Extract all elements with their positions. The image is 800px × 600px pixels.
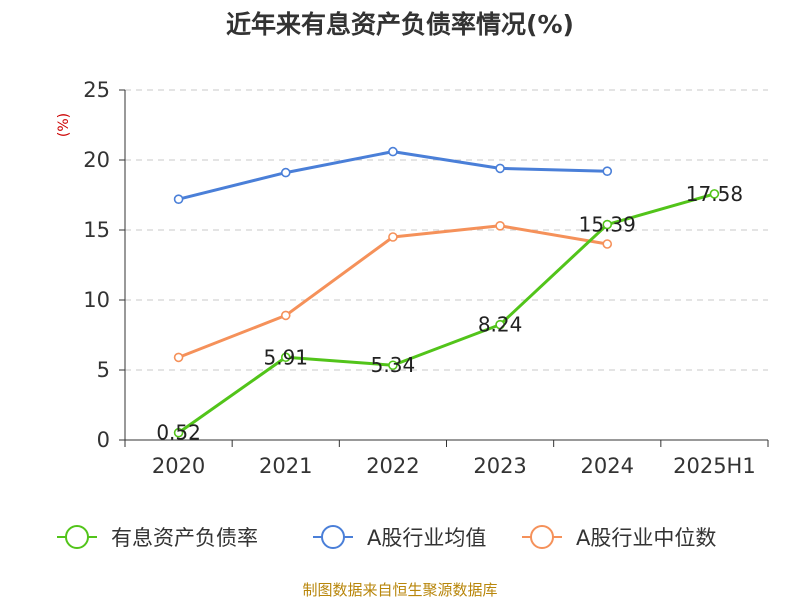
data-point [173,194,184,204]
data-point [495,319,505,330]
data-label: 5.91 [263,345,308,369]
data-point [388,360,398,371]
data-point [709,189,720,199]
data-point [602,239,613,249]
y-tick-label: 10 [83,288,110,312]
data-point [388,146,398,157]
y-tick-label: 20 [83,148,110,172]
data-point [388,232,398,242]
legend-item: 有息资产负债率 [57,525,258,550]
y-unit-label: (%) [56,113,72,137]
data-point [280,310,291,321]
x-tick-label: 2023 [473,454,526,478]
y-tick-label: 25 [83,78,110,102]
chart-title: 近年来有息资产负债率情况(%) [226,10,574,39]
series-layer [173,146,720,438]
legend-label: A股行业均值 [367,526,486,550]
legend-label: A股行业中位数 [576,526,716,550]
series-line [178,150,608,201]
data-point [495,163,505,174]
x-tick-label: 2021 [259,454,312,478]
x-tick-label: 2022 [366,454,419,478]
data-label: 8.24 [478,313,523,337]
legend-marker [530,525,554,549]
data-label: 5.34 [371,353,416,377]
data-point [495,221,505,231]
x-tick-label: 2020 [152,454,205,478]
data-point [602,166,613,176]
data-label-layer: 0.52 5.91 5.34 8.24 15.39 17.58 [156,182,743,445]
legend: 有息资产负债率 A股行业均值 A股行业中位数 [57,525,716,550]
legend-label: 有息资产负债率 [111,526,258,550]
y-tick-label: 0 [97,428,110,452]
axes: 0 5 10 15 20 25 2020 2021 2022 2023 2024 2025H1 [83,78,769,478]
data-label: 0.52 [156,421,201,445]
data-point [280,167,291,178]
legend-item: A股行业中位数 [522,525,716,550]
x-tick-label: 2024 [581,454,634,478]
y-tick-label: 5 [97,358,110,382]
x-tick-label: 2025H1 [673,454,756,478]
series-line [177,192,715,434]
y-tick-label: 15 [83,218,110,242]
source-note: 制图数据来自恒生聚源数据库 [302,581,497,599]
legend-marker [65,525,89,549]
data-point [173,352,184,363]
data-point [602,219,613,230]
data-label: 17.58 [686,182,743,206]
series-line [178,224,608,359]
data-label: 15.39 [579,213,636,237]
legend-marker [321,525,345,549]
data-point [280,352,291,363]
data-point [173,427,184,438]
legend-item: A股行业均值 [313,525,486,550]
